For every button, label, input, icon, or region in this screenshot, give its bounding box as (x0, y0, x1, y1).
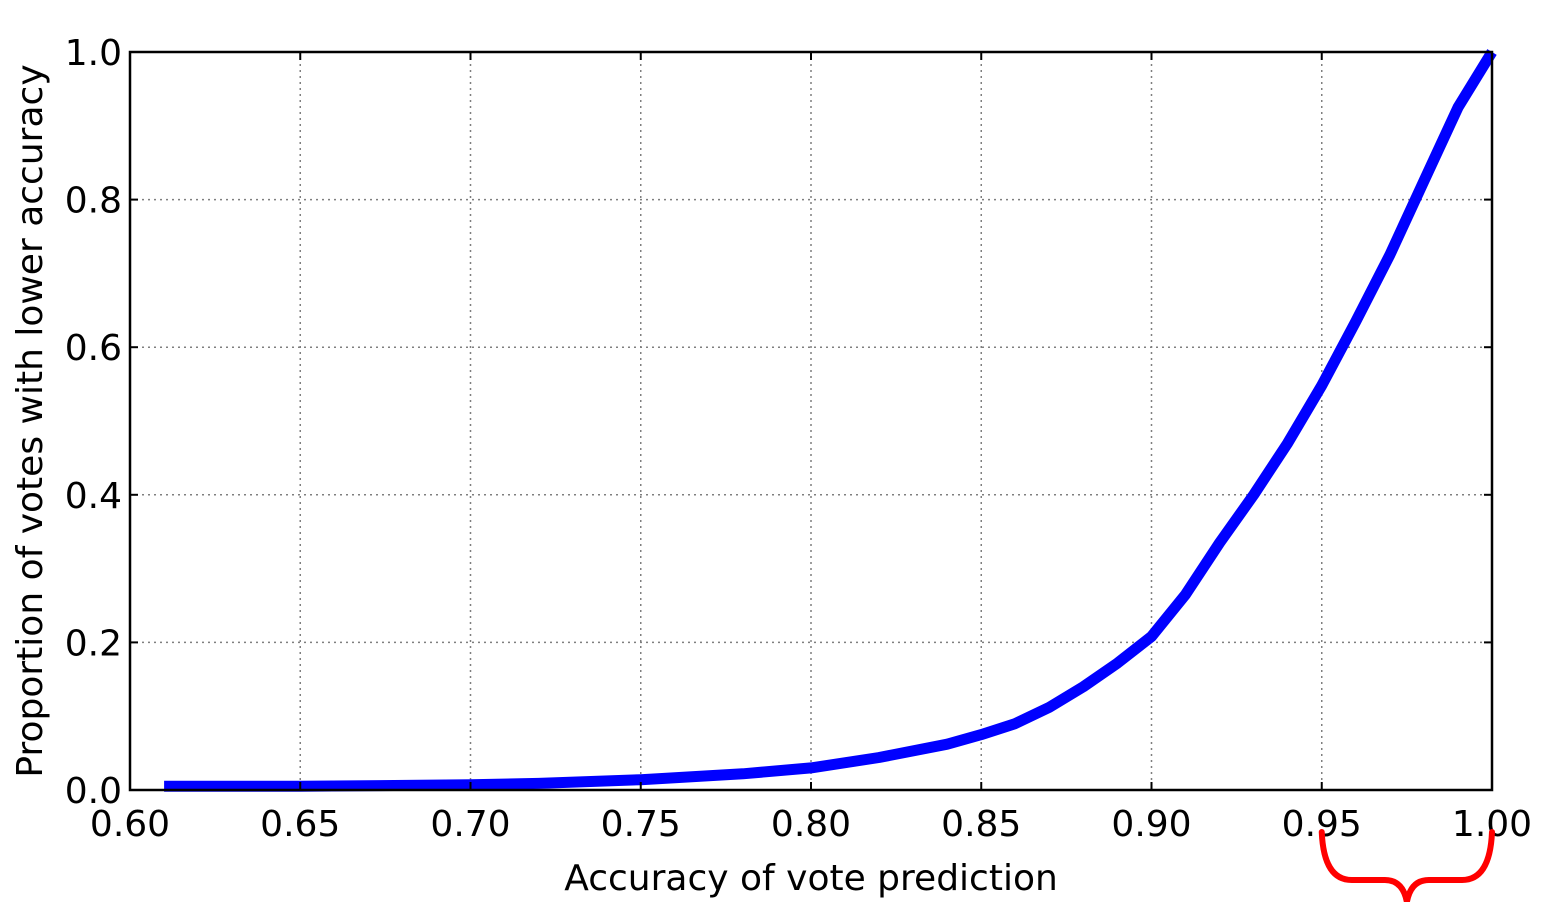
y-tick-label: 0.8 (65, 181, 122, 222)
x-axis-title: Accuracy of vote prediction (564, 858, 1058, 899)
x-tick-label: 0.75 (601, 804, 681, 845)
x-tick-label: 0.65 (260, 804, 340, 845)
x-tick-label: 0.85 (941, 804, 1021, 845)
x-tick-label: 0.80 (771, 804, 851, 845)
y-tick-label: 0.4 (65, 476, 122, 517)
curly-brace-annotation (1318, 829, 1495, 902)
x-tick-label: 0.70 (430, 804, 510, 845)
x-tick-label: 0.90 (1111, 804, 1191, 845)
x-tick-labels: 0.60 0.65 0.70 0.75 0.80 0.85 0.90 0.95 1.00 (90, 804, 1532, 845)
y-tick-labels: 0.0 0.2 0.4 0.6 0.8 1.0 (65, 33, 122, 812)
annotations (1318, 829, 1495, 902)
curve-layer (164, 49, 1497, 792)
x-tick-label: 0.60 (90, 804, 170, 845)
y-tick-label: 0.6 (65, 328, 122, 369)
y-axis-title: Proportion of votes with lower accuracy (10, 64, 51, 777)
y-tick-label: 0.0 (65, 771, 122, 812)
series-line (164, 49, 1497, 792)
grid-lines (130, 52, 1492, 790)
plot-area-frame (128, 50, 1494, 792)
y-tick-label: 1.0 (65, 33, 122, 74)
tick-marks (129, 51, 1493, 791)
y-tick-label: 0.2 (65, 623, 122, 664)
